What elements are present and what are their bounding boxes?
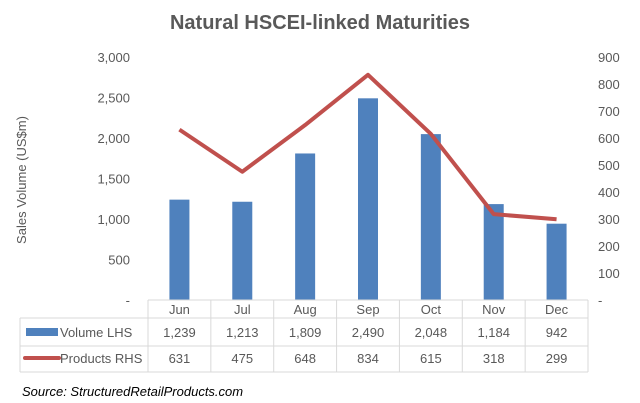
right-tick-label: 400 — [598, 185, 620, 200]
left-tick-label: 2,000 — [97, 131, 130, 146]
products-value: 475 — [231, 351, 253, 366]
right-tick-label: 500 — [598, 158, 620, 173]
right-tick-label: 200 — [598, 239, 620, 254]
legend-volume-label: Volume LHS — [60, 325, 133, 340]
right-tick-label: 700 — [598, 104, 620, 119]
category-label: Dec — [545, 302, 569, 317]
category-label: Jul — [234, 302, 251, 317]
bar-aug — [295, 153, 316, 300]
category-label: Jun — [169, 302, 190, 317]
volume-value: 2,048 — [415, 325, 448, 340]
category-label: Sep — [356, 302, 379, 317]
right-tick-label: 800 — [598, 77, 620, 92]
bar-sep — [358, 98, 378, 300]
right-tick-label: 600 — [598, 131, 620, 146]
bar-jul — [232, 201, 253, 300]
right-tick-label: 900 — [598, 50, 620, 65]
products-value: 834 — [357, 351, 379, 366]
volume-value: 1,809 — [289, 325, 322, 340]
y-axis-label: Sales Volume (US$m) — [14, 116, 29, 244]
volume-value: 1,184 — [477, 325, 510, 340]
category-label: Nov — [482, 302, 506, 317]
products-value: 299 — [546, 351, 568, 366]
right-tick-label: - — [598, 293, 602, 308]
right-tick-label: 100 — [598, 266, 620, 281]
source-note: Source: StructuredRetailProducts.com — [22, 384, 243, 399]
right-tick-label: 300 — [598, 212, 620, 227]
left-tick-label: 500 — [108, 253, 130, 268]
left-tick-label: - — [126, 293, 130, 308]
products-line — [178, 72, 557, 222]
products-value: 648 — [294, 351, 316, 366]
left-tick-label: 1,000 — [97, 212, 130, 227]
volume-value: 942 — [546, 325, 568, 340]
products-value: 615 — [420, 351, 442, 366]
left-tick-label: 2,500 — [97, 91, 130, 106]
category-label: Aug — [294, 302, 317, 317]
left-tick-label: 3,000 — [97, 50, 130, 65]
bar-dec — [546, 223, 567, 300]
volume-value: 2,490 — [352, 325, 385, 340]
legend-volume-swatch — [26, 328, 58, 336]
products-value: 318 — [483, 351, 505, 366]
products-value: 631 — [169, 351, 191, 366]
bar-nov — [483, 204, 504, 300]
bar-oct — [420, 134, 441, 300]
volume-value: 1,239 — [163, 325, 196, 340]
legend-products-label: Products RHS — [60, 351, 143, 366]
chart-title: Natural HSCEI-linked Maturities — [170, 12, 470, 34]
bar-jun — [169, 199, 190, 300]
volume-value: 1,213 — [226, 325, 259, 340]
category-label: Oct — [421, 302, 442, 317]
left-tick-label: 1,500 — [97, 172, 130, 187]
